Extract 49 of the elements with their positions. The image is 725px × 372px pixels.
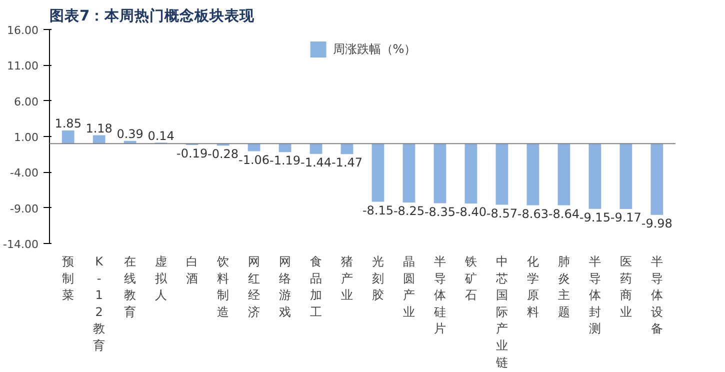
data-label: -8.40: [455, 205, 487, 220]
chart-title: 图表7：本周热门概念板块表现: [50, 6, 256, 24]
y-tick-label: -4.00: [10, 166, 39, 180]
x-tick-label: 半导体硅片: [432, 254, 446, 336]
data-label: -8.57: [486, 206, 518, 220]
x-tick-label: 光刻胶: [372, 254, 384, 302]
y-tick-label: 6.00: [14, 95, 39, 108]
x-tick-label: 半导体封测: [588, 254, 601, 336]
x-tick-label: K-12教育: [93, 254, 106, 352]
data-label: -1.44: [300, 155, 332, 170]
data-label: 1.85: [54, 116, 82, 131]
y-tick-label: 1.00: [14, 131, 39, 144]
x-tick-label: 中芯国际产业链: [494, 254, 508, 370]
x-tick-label: 白酒: [186, 254, 198, 286]
data-label: -9.15: [579, 210, 610, 224]
x-tick-label: 在线教育: [124, 254, 136, 319]
x-tick-label: 半导体设备: [650, 254, 663, 336]
x-tick-label: 网络游戏: [279, 254, 292, 319]
data-label: -9.17: [610, 210, 642, 225]
data-label: 1.18: [86, 121, 112, 136]
data-label: -1.19: [270, 154, 301, 168]
data-label: -1.47: [331, 156, 363, 170]
data-label: -0.19: [176, 146, 208, 161]
x-tick-label: 猪产业: [341, 254, 354, 302]
data-label: -8.25: [393, 204, 425, 218]
x-tick-label: 晶圆产业: [402, 254, 415, 319]
x-tick-label: 虚拟人: [155, 254, 168, 302]
legend-label: 周涨跌幅（%）: [332, 40, 416, 58]
data-label: 0.14: [148, 128, 174, 143]
data-label: -9.98: [641, 216, 672, 230]
data-label: -1.06: [238, 152, 270, 167]
x-tick-label: 化学原料: [526, 254, 539, 319]
y-tick-label: -9.00: [10, 202, 39, 216]
data-label: -8.15: [362, 203, 394, 218]
y-tick-label: 16.00: [7, 24, 39, 37]
data-label: -0.28: [208, 147, 239, 162]
x-tick-label: 肺炎主题: [558, 254, 570, 319]
x-tick-label: 铁矿石: [464, 254, 477, 302]
data-label: -8.35: [424, 204, 456, 219]
x-tick-label: 食品加工: [310, 254, 322, 319]
y-tick-label: -14.00: [3, 238, 39, 251]
x-tick-label: 网红经济: [248, 254, 260, 319]
data-label: -8.64: [548, 206, 580, 221]
x-tick-label: 医药商业: [620, 254, 632, 319]
data-label: -8.63: [517, 206, 548, 221]
data-label: 0.39: [116, 127, 144, 141]
y-tick-label: 11.00: [7, 60, 39, 73]
x-tick-label: 饮料制造: [216, 254, 230, 319]
x-tick-label: 预制菜: [62, 254, 74, 302]
